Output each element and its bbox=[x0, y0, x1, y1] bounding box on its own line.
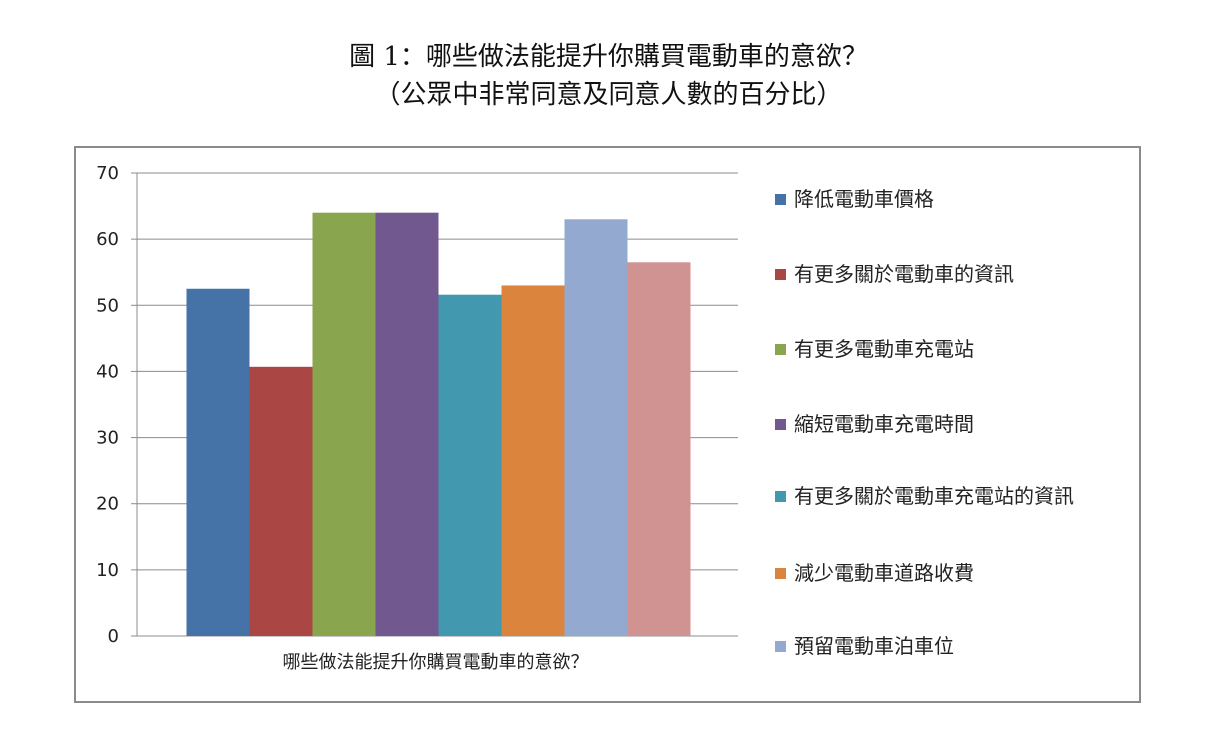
legend-label: 預留電動車泊車位 bbox=[794, 634, 954, 658]
legend-label: 縮短電動車充電時間 bbox=[794, 412, 974, 436]
y-tick-label: 0 bbox=[108, 626, 119, 647]
bar bbox=[627, 262, 691, 636]
legend-label: 降低電動車價格 bbox=[794, 187, 934, 211]
y-tick-label: 10 bbox=[96, 560, 119, 581]
chart-title-line1: 圖 1：哪些做法能提升你購買電動車的意欲？ bbox=[349, 42, 868, 72]
chart-title-line2: （公眾中非常同意及同意人數的百分比） bbox=[374, 80, 843, 110]
y-tick-label: 30 bbox=[96, 428, 119, 449]
legend-swatch bbox=[775, 568, 786, 579]
legend-swatch bbox=[775, 491, 786, 502]
legend-item: 有更多關於電動車充電站的資訊 bbox=[775, 482, 1130, 511]
y-tick-label: 40 bbox=[96, 361, 119, 382]
chart-title: 圖 1：哪些做法能提升你購買電動車的意欲？ （公眾中非常同意及同意人數的百分比） bbox=[0, 38, 1217, 114]
legend-item: 有更多關於電動車的資訊 bbox=[775, 260, 1130, 289]
bar bbox=[564, 219, 628, 637]
legend-label: 有更多電動車充電站 bbox=[794, 337, 974, 361]
y-tick-label: 50 bbox=[96, 295, 119, 316]
legend-swatch bbox=[775, 419, 786, 430]
legend-label: 減少電動車道路收費 bbox=[794, 561, 974, 585]
bar bbox=[312, 212, 376, 636]
legend-swatch bbox=[775, 269, 786, 280]
legend-item: 降低電動車價格 bbox=[775, 185, 1130, 214]
legend-item: 減少電動車道路收費 bbox=[775, 559, 1130, 588]
legend-swatch bbox=[775, 344, 786, 355]
y-tick-label: 70 bbox=[96, 163, 119, 184]
bar bbox=[375, 212, 439, 636]
legend-swatch bbox=[775, 641, 786, 652]
y-tick-label: 20 bbox=[96, 494, 119, 515]
x-category-label: 哪些做法能提升你購買電動車的意欲？ bbox=[283, 652, 589, 673]
legend-item: 縮短電動車充電時間 bbox=[775, 410, 1130, 439]
y-tick-label: 60 bbox=[96, 229, 119, 250]
bar bbox=[186, 288, 250, 636]
legend-label: 有更多關於電動車的資訊 bbox=[794, 262, 1014, 286]
legend-item: 有更多電動車充電站 bbox=[775, 335, 1130, 364]
bar bbox=[438, 294, 502, 636]
bar bbox=[249, 366, 313, 636]
legend-swatch bbox=[775, 194, 786, 205]
bar bbox=[501, 285, 565, 636]
legend-label: 有更多關於電動車充電站的資訊 bbox=[794, 484, 1074, 508]
legend-item: 預留電動車泊車位 bbox=[775, 632, 1130, 661]
